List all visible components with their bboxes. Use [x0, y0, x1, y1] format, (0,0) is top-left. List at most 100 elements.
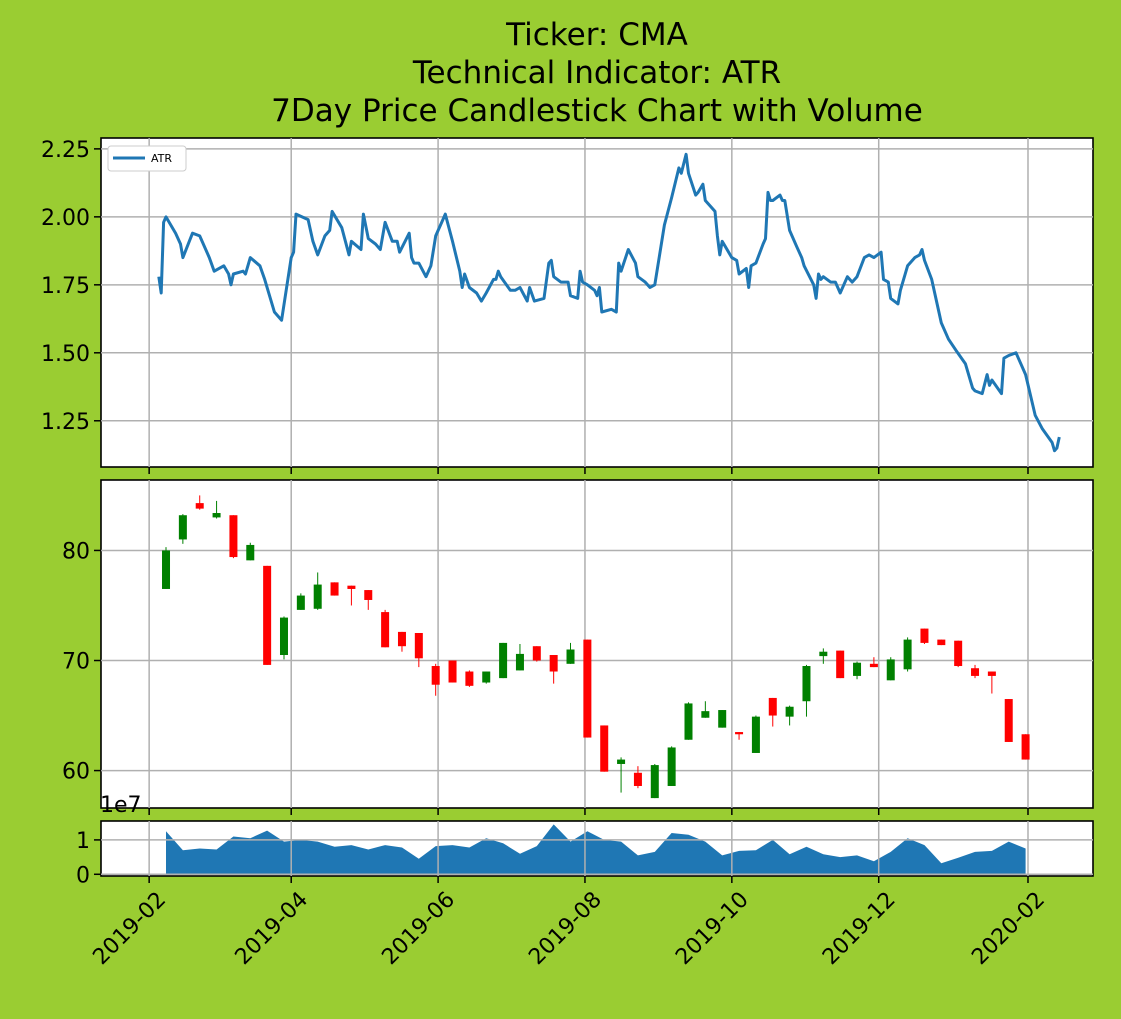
- candle-body: [195, 503, 204, 509]
- candle-body: [330, 582, 339, 596]
- candle-body: [465, 671, 474, 686]
- atr-panel: [100, 137, 1094, 468]
- price-y-tick-label: 70: [62, 650, 90, 675]
- candle: [482, 671, 491, 684]
- atr-y-tick-label: 2.25: [41, 138, 90, 163]
- candle: [448, 660, 457, 683]
- x-tick-label: 2019-10: [671, 887, 754, 970]
- x-tick-label: 2019-12: [818, 887, 901, 970]
- candle-body: [836, 650, 845, 679]
- candle: [246, 542, 255, 561]
- candle-body: [414, 632, 423, 659]
- candle: [583, 639, 592, 738]
- candle-body: [768, 697, 777, 716]
- candle-body: [954, 640, 963, 667]
- candle: [1004, 699, 1013, 742]
- candle: [886, 657, 895, 681]
- volume-y-tick-label: 0: [76, 863, 90, 888]
- candle-body: [212, 513, 221, 518]
- atr-grid: [101, 138, 1093, 467]
- candle: [263, 565, 272, 665]
- candle: [330, 582, 339, 596]
- x-tick-label: 2019-04: [231, 887, 314, 970]
- candle: [718, 710, 727, 728]
- candle-body: [246, 544, 255, 561]
- candle-body: [971, 668, 980, 676]
- price-y-tick-label: 60: [62, 760, 90, 785]
- candle-body: [1021, 734, 1030, 760]
- candle: [667, 746, 676, 786]
- candle: [684, 702, 693, 740]
- candle: [768, 697, 777, 727]
- candle-body: [178, 515, 187, 540]
- candle: [954, 640, 963, 668]
- candle-body: [313, 584, 322, 609]
- candle: [532, 646, 541, 662]
- candle: [465, 670, 474, 687]
- candle: [431, 663, 440, 696]
- candle-body: [684, 703, 693, 740]
- volume-y-axis: 01: [76, 829, 101, 888]
- candle-body: [701, 711, 710, 718]
- atr-legend: ATR: [107, 145, 187, 172]
- candle: [381, 609, 390, 648]
- atr-line: [157, 152, 1061, 453]
- candle: [1021, 734, 1030, 760]
- candle: [751, 715, 760, 753]
- candle-body: [987, 671, 996, 676]
- atr-y-tick-label: 2.00: [41, 206, 90, 231]
- candle-body: [296, 595, 305, 610]
- candle: [600, 725, 609, 772]
- candle: [347, 585, 356, 606]
- candle: [279, 616, 288, 660]
- candle-body: [448, 660, 457, 683]
- candles: [162, 495, 1030, 799]
- x-tick-label: 2020-02: [967, 887, 1050, 970]
- candle: [549, 655, 558, 684]
- legend-label: ATR: [151, 152, 172, 165]
- candle-body: [397, 631, 406, 647]
- candle: [397, 631, 406, 652]
- chart-title-line-1: Ticker: CMA: [505, 17, 688, 53]
- candle: [650, 763, 659, 799]
- chart-title-line-2: Technical Indicator: ATR: [412, 55, 781, 91]
- candle: [633, 766, 642, 789]
- candle-body: [802, 666, 811, 702]
- candle: [869, 657, 878, 668]
- candle: [937, 639, 946, 646]
- candle-body: [549, 655, 558, 672]
- candle-body: [650, 765, 659, 799]
- candle: [853, 661, 862, 680]
- candle: [802, 664, 811, 717]
- atr-y-tick-label: 1.25: [41, 410, 90, 435]
- candle-body: [347, 585, 356, 589]
- candle: [819, 648, 828, 664]
- candle: [212, 500, 221, 519]
- candle-body: [718, 710, 727, 728]
- candle: [499, 642, 508, 679]
- atr-y-tick-label: 1.75: [41, 274, 90, 299]
- candle-body: [617, 759, 626, 764]
- atr-y-tick-label: 1.50: [41, 342, 90, 367]
- candle: [229, 515, 238, 559]
- candle: [987, 671, 996, 694]
- candle-body: [633, 772, 642, 786]
- candle: [313, 572, 322, 610]
- candle-body: [903, 639, 912, 670]
- candle: [566, 642, 575, 664]
- candle: [903, 637, 912, 672]
- legend-box: [107, 145, 187, 172]
- candle-body: [499, 642, 508, 679]
- candle-body: [364, 590, 373, 600]
- candle-body: [785, 706, 794, 717]
- candle: [971, 664, 980, 679]
- candle-body: [515, 653, 524, 671]
- x-tick-label: 2019-08: [524, 887, 607, 970]
- candle-body: [162, 550, 171, 589]
- candle: [735, 732, 744, 740]
- candle-body: [819, 651, 828, 657]
- candle: [364, 590, 373, 610]
- x-tick-label: 2019-06: [377, 887, 460, 970]
- atr-y-axis: 1.25 1.50 1.75 2.00 2.25: [41, 138, 101, 435]
- candle-body: [667, 747, 676, 786]
